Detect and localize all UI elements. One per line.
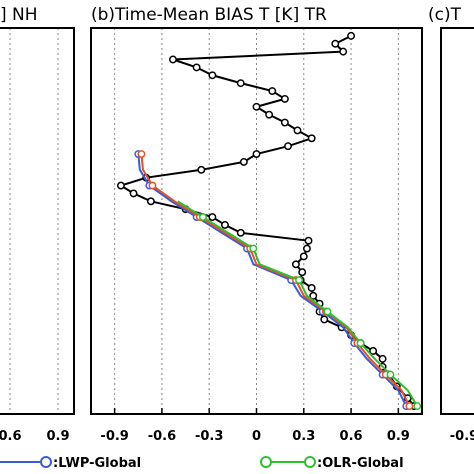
- series-0-point: [347, 31, 356, 40]
- series-0-point: [299, 252, 308, 261]
- panel-b-series: [116, 31, 422, 411]
- panel-a-title: ] NH: [0, 5, 38, 25]
- series-0-point: [221, 220, 229, 229]
- series-0-point: [309, 291, 318, 300]
- panel-b-tick-label: 0: [252, 429, 261, 444]
- series-0-point: [284, 142, 292, 151]
- series-0-point: [208, 213, 217, 222]
- series-0-point: [291, 260, 300, 269]
- series-0-point: [116, 181, 125, 190]
- series-0-point: [298, 268, 307, 277]
- series-3-point: [356, 339, 365, 348]
- series-0-point: [293, 126, 302, 135]
- series-3-point: [386, 370, 395, 379]
- legend-lwp-marker: [40, 456, 52, 468]
- series-0-point: [378, 354, 387, 363]
- series-0-point: [280, 94, 289, 103]
- legend-olr-marker-start: [260, 456, 272, 468]
- series-0-point: [146, 197, 155, 206]
- series-0-point: [236, 228, 245, 237]
- series-0-point: [129, 189, 138, 198]
- panel-c-title: (c)T: [428, 5, 462, 25]
- legend: :LWP-Global :OLR-Global: [0, 456, 404, 471]
- panel-b-tick-label: 0.3: [292, 429, 315, 444]
- series-0-point: [304, 236, 313, 245]
- panel-b-title: (b)Time-Mean BIAS T [K] TR: [91, 5, 327, 25]
- series-0-point: [307, 284, 316, 292]
- panel-c-frame: [440, 27, 474, 415]
- series-0-point: [236, 79, 245, 88]
- series-0-point: [369, 347, 378, 355]
- legend-olr-marker-end: [304, 456, 316, 468]
- panel-b-frame: [90, 27, 423, 415]
- series-0-point: [320, 315, 329, 324]
- panel-b-grid: [114, 28, 399, 414]
- series-0-point: [265, 110, 274, 119]
- panel-b-tick-label: -0.9: [100, 429, 128, 444]
- panel-b-tick-label: -0.6: [148, 429, 176, 444]
- legend-lwp-label: :LWP-Global: [53, 456, 141, 471]
- legend-olr-label: :OLR-Global: [317, 456, 404, 471]
- series-0-point: [192, 63, 201, 72]
- series-0-point: [239, 157, 248, 166]
- panel-b-tick-label: -0.3: [195, 429, 223, 444]
- series-3-point: [198, 213, 207, 222]
- panel-a: 0.6 0.9: [0, 27, 75, 444]
- series-2-point: [137, 150, 146, 158]
- series-0-point: [208, 71, 217, 80]
- series-0-point: [268, 87, 277, 95]
- series-3-point: [413, 402, 422, 411]
- series-2-point: [405, 402, 414, 411]
- series-0-point: [307, 134, 316, 143]
- panel-b-tick-label: 0.9: [387, 429, 410, 444]
- panel-b-tick-label: 0.6: [340, 429, 363, 444]
- panel-c-tick-label: -0.9: [450, 429, 474, 444]
- series-3-point: [249, 244, 258, 253]
- panel-a-tick-label: 0.6: [0, 429, 22, 444]
- series-0-point: [302, 244, 311, 253]
- series-0-point: [252, 150, 261, 158]
- series-0-point: [331, 39, 340, 48]
- series-0-point: [252, 102, 261, 111]
- series-3-point: [295, 276, 304, 285]
- panel-a-frame: [0, 27, 75, 415]
- series-line-1: [137, 153, 408, 407]
- panel-c: -0.9: [440, 27, 474, 444]
- series-0-point: [197, 165, 206, 174]
- series-0-point: [280, 118, 289, 127]
- series-2-point: [148, 181, 157, 190]
- panel-b: -0.9 -0.6 -0.3 0 0.3 0.6 0.9: [90, 27, 423, 444]
- series-0-point: [169, 55, 177, 64]
- panel-a-tick-label: 0.9: [46, 429, 69, 444]
- series-line-2: [140, 153, 411, 407]
- series-0-point: [339, 47, 348, 56]
- series-3-point: [323, 307, 332, 316]
